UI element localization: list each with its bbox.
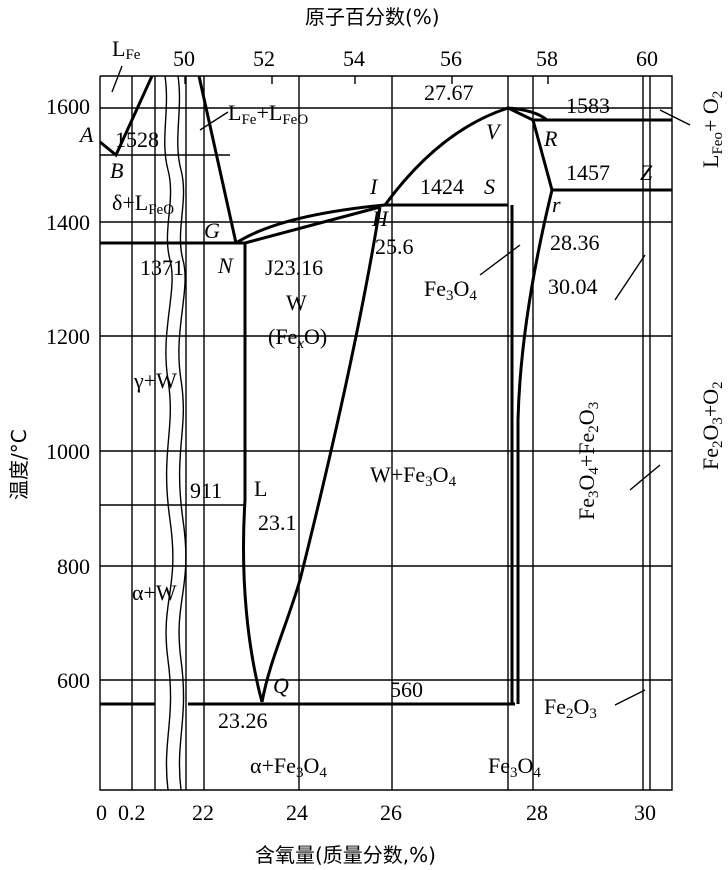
y-tick: 1200 bbox=[46, 324, 90, 349]
point-Q: Q bbox=[273, 673, 289, 698]
y-tick: 800 bbox=[57, 554, 90, 579]
region-W-Fe3O4: W+Fe3O4 bbox=[370, 462, 457, 490]
temp-1457: 1457 bbox=[566, 160, 610, 185]
region-Fe3O4-Fe2O3: Fe3O4+Fe2O3 bbox=[574, 402, 602, 520]
point-I: I bbox=[369, 174, 379, 199]
region-L-Fe: LFe bbox=[112, 36, 141, 63]
y-tick: 1600 bbox=[46, 94, 90, 119]
leader bbox=[659, 109, 691, 126]
wustite-solidus bbox=[244, 205, 381, 245]
wustite-left-boundary bbox=[242, 243, 264, 703]
leader bbox=[629, 464, 661, 491]
point-H: H bbox=[371, 206, 389, 231]
plot-frame bbox=[99, 75, 673, 791]
temp-1528: 1528 bbox=[115, 127, 159, 152]
top-axis-title: 原子百分数(%) bbox=[305, 5, 440, 29]
bottom-axis-title: 含氧量(质量分数,%) bbox=[255, 843, 436, 867]
point-G: G bbox=[204, 218, 220, 243]
region-LFeO-O2: LFeo+ O2 bbox=[698, 91, 726, 168]
y-tick: 1000 bbox=[46, 439, 90, 464]
leader bbox=[199, 111, 229, 131]
region-Fe3O4-lower: Fe3O4 bbox=[488, 753, 541, 781]
leader bbox=[479, 244, 521, 276]
comp-25-6: 25.6 bbox=[375, 234, 414, 259]
point-R: R bbox=[543, 126, 558, 151]
feo-liquidus bbox=[197, 75, 238, 244]
leader bbox=[614, 689, 646, 706]
region-Fe3O4-upper: Fe3O4 bbox=[424, 276, 477, 304]
axis-break bbox=[164, 75, 174, 791]
bottom-tick: 0.2 bbox=[118, 800, 146, 825]
region-Fe2O3: Fe2O3 bbox=[544, 694, 597, 722]
region-Fe2O3-O2: Fe2O3+O2 bbox=[698, 381, 726, 470]
region-alpha-Fe3O4: α+Fe3O4 bbox=[250, 753, 327, 781]
point-A: A bbox=[78, 122, 94, 147]
top-tick: 54 bbox=[343, 46, 365, 71]
top-tick: 60 bbox=[636, 46, 658, 71]
temp-1371: 1371 bbox=[140, 255, 184, 280]
top-tick: 50 bbox=[173, 46, 195, 71]
point-V: V bbox=[486, 119, 502, 144]
axis-break bbox=[177, 75, 187, 791]
top-tick: 52 bbox=[253, 46, 275, 71]
bottom-tick: 26 bbox=[380, 800, 402, 825]
wustite-right-boundary bbox=[260, 206, 382, 703]
liquidus-V-R bbox=[507, 106, 548, 122]
temp-911: 911 bbox=[190, 478, 222, 503]
liquidus-V-R-r bbox=[507, 106, 554, 191]
region-delta-LFeO: δ+LFeO bbox=[112, 190, 174, 218]
phase-lines bbox=[99, 65, 691, 791]
comp-30-04: 30.04 bbox=[548, 274, 598, 299]
y-tick: 1400 bbox=[46, 210, 90, 235]
point-N: N bbox=[217, 253, 234, 278]
y-axis-title: 温度/°C bbox=[7, 429, 31, 500]
top-tick: 56 bbox=[440, 46, 462, 71]
region-FexO: (FexO) bbox=[268, 324, 327, 352]
temp-560: 560 bbox=[390, 677, 423, 702]
y-tick: 600 bbox=[57, 668, 90, 693]
leader bbox=[614, 254, 646, 301]
point-J-label: J23.16 bbox=[265, 255, 323, 280]
bottom-tick: 24 bbox=[286, 800, 308, 825]
region-LFe-LFeO: LFe+LFeO bbox=[228, 100, 308, 128]
point-S: S bbox=[484, 174, 495, 199]
comp-27-67: 27.67 bbox=[424, 80, 474, 105]
bottom-tick: 22 bbox=[192, 800, 214, 825]
liquidus-I-V bbox=[383, 106, 509, 206]
point-r: r bbox=[552, 192, 561, 217]
top-tick: 58 bbox=[536, 46, 558, 71]
bottom-tick: 30 bbox=[634, 800, 656, 825]
comp-28-36: 28.36 bbox=[550, 230, 600, 255]
bottom-tick: 0 bbox=[96, 800, 107, 825]
comp-23-1: 23.1 bbox=[258, 510, 297, 535]
wustite-liquidus bbox=[235, 203, 386, 245]
comp-23-26: 23.26 bbox=[218, 708, 268, 733]
bottom-tick: 28 bbox=[526, 800, 548, 825]
magnetite-boundary-right bbox=[516, 189, 554, 704]
temp-1583: 1583 bbox=[566, 93, 610, 118]
region-W: W bbox=[286, 290, 307, 315]
region-alpha-W: α+W bbox=[132, 580, 177, 605]
leader bbox=[111, 65, 123, 93]
point-L-label: L bbox=[254, 476, 267, 501]
region-gamma-W: γ+W bbox=[133, 368, 177, 393]
point-B: B bbox=[110, 158, 123, 183]
point-Z: Z bbox=[640, 160, 653, 185]
temp-1424: 1424 bbox=[420, 174, 464, 199]
